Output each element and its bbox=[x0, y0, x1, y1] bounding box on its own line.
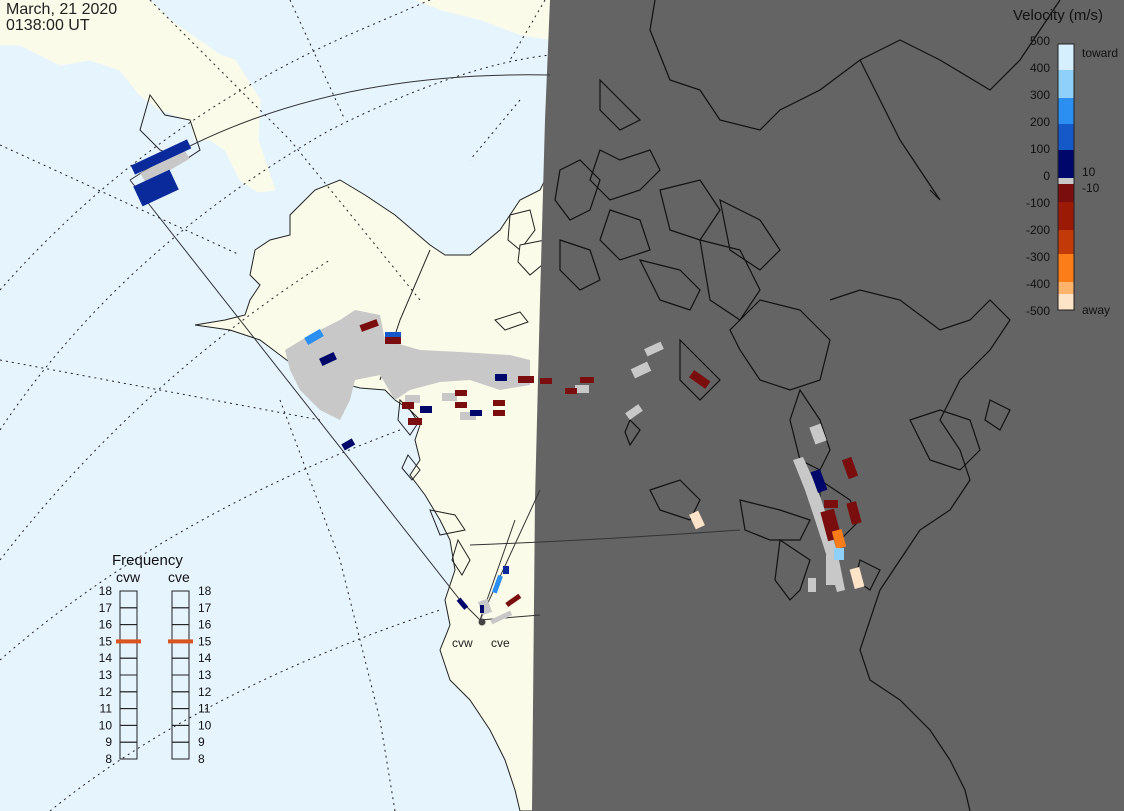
ground-scatter bbox=[140, 148, 845, 625]
colorbar-away-label: away bbox=[1082, 303, 1110, 317]
frequency-tick-label: 17 bbox=[99, 601, 113, 615]
frequency-tick-label: 9 bbox=[105, 735, 112, 749]
velocity-colorbar: Velocity (m/s) 500 400 300 200 100 10 0 … bbox=[1013, 7, 1118, 318]
colorbar-tick-neg400: -400 bbox=[1026, 277, 1050, 291]
frequency-tick-label: 13 bbox=[198, 668, 212, 682]
frequency-panel: Frequency cvw cve 18 17 16 15 14 13 12 11 10 9 8 18… bbox=[99, 552, 212, 766]
frequency-tick-label: 8 bbox=[198, 752, 205, 766]
radar-label-cve: cve bbox=[491, 636, 510, 650]
frequency-cell bbox=[119, 741, 138, 760]
frequency-tick-label: 9 bbox=[198, 735, 205, 749]
night-coastlines bbox=[554, 0, 1061, 811]
colorbar-toward-label: toward bbox=[1082, 46, 1118, 60]
colorbar-tick-neg200: -200 bbox=[1026, 223, 1050, 237]
frequency-tick-label: 12 bbox=[99, 685, 113, 699]
colorbar-tick-neg300: -300 bbox=[1026, 250, 1050, 264]
frequency-tick-label: 11 bbox=[100, 702, 113, 716]
lit-coastlines bbox=[139, 93, 471, 576]
cell-toward-far bbox=[130, 139, 192, 175]
velocity-cells bbox=[130, 139, 865, 613]
frequency-tick-label: 11 bbox=[198, 702, 211, 716]
frequency-tick-label: 15 bbox=[198, 634, 212, 648]
colorbar-tick-200: 200 bbox=[1030, 115, 1050, 129]
colorbar-tick-10: 10 bbox=[1082, 165, 1096, 179]
colorbar-tick-300: 300 bbox=[1030, 88, 1050, 102]
frequency-radar-cve: cve bbox=[168, 569, 190, 585]
frequency-tick-label: 10 bbox=[99, 718, 113, 732]
radar-site-marker bbox=[478, 618, 486, 626]
colorbar-title: Velocity (m/s) bbox=[1013, 7, 1103, 24]
frequency-tick-label: 16 bbox=[99, 618, 113, 632]
island-1 bbox=[507, 209, 536, 251]
frequency-title: Frequency bbox=[112, 552, 183, 569]
plot-time: 0138:00 UT bbox=[6, 17, 90, 34]
colorbar-tick-neg10: -10 bbox=[1082, 181, 1100, 195]
cell-toward-far-2 bbox=[133, 169, 179, 207]
colorbar-tick-neg100: -100 bbox=[1026, 196, 1050, 210]
colorbar-tick-500: 500 bbox=[1030, 34, 1050, 48]
frequency-tick-label: 18 bbox=[198, 584, 212, 598]
frequency-tick-label: 18 bbox=[99, 584, 113, 598]
colorbar-tick-neg500: -500 bbox=[1026, 304, 1050, 318]
night-region bbox=[532, 0, 1124, 811]
frequency-tick-label: 13 bbox=[99, 668, 113, 682]
frequency-marker bbox=[168, 639, 193, 644]
frequency-tick-label: 12 bbox=[198, 685, 212, 699]
colorbar-tick-400: 400 bbox=[1030, 61, 1050, 75]
island-2 bbox=[517, 239, 549, 276]
frequency-tick-label: 14 bbox=[99, 651, 113, 665]
frequency-tick-label: 14 bbox=[198, 651, 212, 665]
frequency-tick-label: 8 bbox=[105, 752, 112, 766]
island-3 bbox=[494, 311, 529, 331]
radar-label-cvw: cvw bbox=[452, 636, 473, 650]
plot-date: March, 21 2020 bbox=[6, 1, 118, 18]
colorbar-tick-0: 0 bbox=[1043, 169, 1050, 183]
land-russia bbox=[0, 0, 276, 193]
graticule bbox=[0, 0, 551, 811]
frequency-cell bbox=[171, 741, 190, 760]
frequency-tick-label: 15 bbox=[99, 634, 113, 648]
frequency-tick-label: 16 bbox=[198, 618, 212, 632]
frequency-tick-label: 17 bbox=[198, 601, 212, 615]
frequency-tick-label: 10 bbox=[198, 718, 212, 732]
colorbar-tick-100: 100 bbox=[1030, 142, 1050, 156]
frequency-marker bbox=[116, 639, 141, 644]
land-arctic bbox=[415, 0, 550, 40]
frequency-radar-cvw: cvw bbox=[116, 569, 141, 585]
